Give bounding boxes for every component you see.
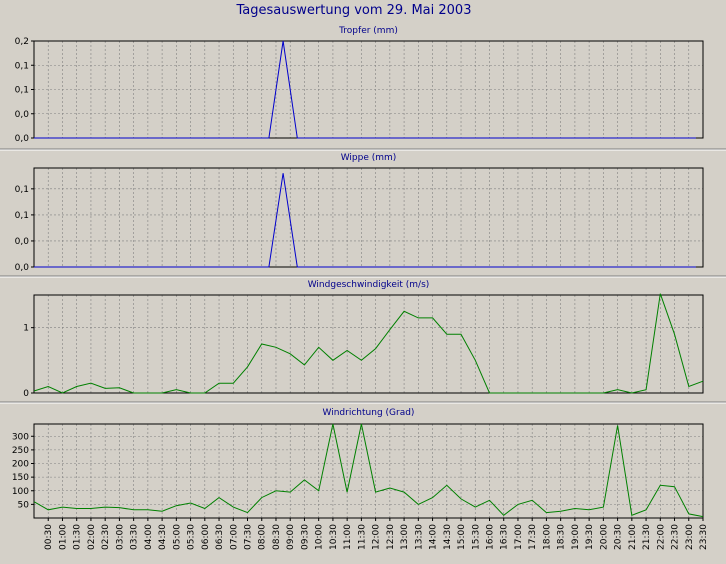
- x-tick-label: 23:30: [699, 524, 709, 550]
- plot-area: [34, 424, 703, 518]
- x-tick-label: 03:00: [115, 524, 125, 550]
- chart-panels: Tropfer (mm) 0,2 0,1 0,1 0,0 0,0 Wippe (mm) 0,1…: [0, 26, 726, 519]
- x-tick-label: 01:30: [73, 524, 83, 550]
- x-tick-label: 21:00: [628, 524, 638, 550]
- x-tick-label: 23:00: [685, 524, 695, 550]
- x-tick-label: 14:30: [443, 524, 453, 550]
- y-tick-label: 50: [18, 500, 30, 510]
- x-tick-label: 12:30: [386, 524, 396, 550]
- y-tick-label: 1: [23, 324, 29, 334]
- x-tick-label: 00:30: [44, 524, 54, 550]
- x-tick-label: 09:00: [286, 524, 296, 550]
- plot-area: [34, 168, 703, 267]
- x-tick-label: 01:00: [58, 524, 68, 550]
- x-tick-label: 07:00: [229, 524, 239, 550]
- y-tick-label: 200: [12, 460, 29, 470]
- x-tick-label: 11:00: [343, 524, 353, 550]
- x-tick-label: 04:30: [158, 524, 168, 550]
- x-tick-label: 13:30: [414, 524, 424, 550]
- series-line: [33, 423, 704, 518]
- x-tick-label: 10:00: [315, 524, 325, 550]
- x-tick-label: 02:30: [101, 524, 111, 550]
- y-tick-label: 0,1: [15, 86, 29, 96]
- x-tick-labels: 00:30 01:00 01:30 02:00 02:30 03:00 03:30 04:00…: [44, 518, 709, 550]
- chart-title: Wippe (mm): [341, 153, 397, 163]
- plot-frame: [33, 423, 704, 519]
- y-tick-label: 150: [12, 473, 29, 483]
- y-tick-label: 0,0: [15, 263, 30, 273]
- y-tick-label: 0: [23, 389, 29, 399]
- series-line: [33, 293, 704, 394]
- x-tick-label: 22:00: [656, 524, 666, 550]
- y-tick-label: 0,1: [15, 211, 29, 221]
- x-tick-label: 20:00: [599, 524, 609, 550]
- x-tick-label: 17:30: [528, 524, 538, 550]
- x-tick-label: 12:00: [372, 524, 382, 550]
- chart-title: Windrichtung (Grad): [323, 408, 415, 418]
- x-tick-label: 13:00: [400, 524, 410, 550]
- x-tick-label: 05:30: [187, 524, 197, 550]
- chart-panel-4: Windrichtung (Grad) 300 250 200 150 100 50: [12, 408, 704, 519]
- y-tick-label: 0,0: [15, 110, 30, 120]
- y-tick-label: 300: [12, 432, 29, 442]
- x-tick-label: 06:00: [201, 524, 211, 550]
- x-tick-label: 20:30: [614, 524, 624, 550]
- x-tick-label: 17:00: [514, 524, 524, 550]
- x-tick-label: 06:30: [215, 524, 225, 550]
- y-tick-label: 0,1: [15, 185, 29, 195]
- y-tick-label: 250: [12, 446, 29, 456]
- page-title: Tagesauswertung vom 29. Mai 2003: [236, 3, 472, 18]
- x-tick-label: 05:00: [172, 524, 182, 550]
- chart-panel-3: Windgeschwindigkeit (m/s) 1 0: [0, 280, 726, 404]
- y-tick-label: 0,1: [15, 61, 29, 71]
- x-tick-label: 14:00: [429, 524, 439, 550]
- x-tick-label: 02:00: [87, 524, 97, 550]
- x-tick-label: 15:00: [457, 524, 467, 550]
- series-line: [34, 173, 696, 268]
- x-tick-label: 19:00: [571, 524, 581, 550]
- x-tick-label: 18:30: [557, 524, 567, 550]
- plot-area: [34, 295, 703, 393]
- chart-title: Tropfer (mm): [338, 26, 398, 36]
- chart-panel-2: Wippe (mm) 0,1 0,1 0,0 0,0: [0, 153, 726, 278]
- plot-frame: [33, 294, 704, 394]
- y-tick-label: 100: [12, 487, 29, 497]
- chart-title: Windgeschwindigkeit (m/s): [308, 280, 430, 290]
- x-tick-label: 19:30: [585, 524, 595, 550]
- x-tick-label: 16:30: [500, 524, 510, 550]
- y-tick-label: 0,0: [15, 237, 30, 247]
- x-tick-label: 08:00: [258, 524, 268, 550]
- x-tick-label: 16:00: [485, 524, 495, 550]
- y-tick-label: 0,2: [15, 37, 29, 47]
- x-tick-label: 18:00: [542, 524, 552, 550]
- x-tick-label: 07:30: [244, 524, 254, 550]
- x-tick-label: 09:30: [300, 524, 310, 550]
- x-tick-label: 08:30: [272, 524, 282, 550]
- series-line: [34, 40, 696, 139]
- y-tick-label: 0,0: [15, 134, 30, 144]
- x-tick-label: 11:30: [357, 524, 367, 550]
- x-tick-label: 22:30: [671, 524, 681, 550]
- x-tick-label: 10:30: [329, 524, 339, 550]
- chart-panel-1: Tropfer (mm) 0,2 0,1 0,1 0,0 0,0: [0, 26, 726, 151]
- x-tick-label: 15:30: [471, 524, 481, 550]
- x-tick-label: 21:30: [642, 524, 652, 550]
- x-tick-label: 03:30: [130, 524, 140, 550]
- x-tick-label: 04:00: [144, 524, 154, 550]
